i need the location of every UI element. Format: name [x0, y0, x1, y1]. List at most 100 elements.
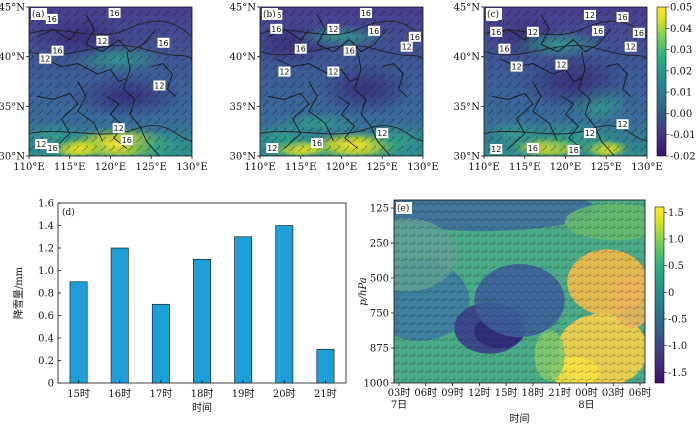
border-line: [45, 58, 127, 82]
y-tick-label: 45°N: [454, 3, 481, 14]
contour-label-box: [400, 41, 413, 52]
contour-label-box: [359, 7, 372, 18]
contour-label: 16: [312, 139, 322, 148]
contour-label-box: [46, 143, 59, 154]
bar: [69, 281, 88, 384]
contour-label: 16: [109, 9, 119, 18]
contour-line: [29, 125, 192, 142]
x-sub-label: 7日: [391, 400, 407, 411]
border-line: [354, 51, 391, 156]
contour-label-box: [294, 43, 307, 54]
contour-line: [484, 45, 647, 60]
contour-label: 12: [585, 129, 595, 138]
contour-line: [29, 20, 192, 38]
contour-label-box: [157, 37, 170, 48]
contour-label: 16: [158, 39, 168, 48]
x-tick-label: 20时: [273, 388, 296, 400]
contour-label-box: [555, 59, 568, 70]
contour-label-box: [266, 143, 279, 154]
contour-label-box: [278, 66, 291, 77]
contour-label-box: [108, 7, 121, 18]
panel-tag-box: [262, 8, 278, 20]
contour-label: 16: [593, 27, 603, 36]
contour-label-box: [526, 26, 539, 37]
panel-label-a: (a): [32, 9, 44, 20]
contour-label-box: [592, 25, 605, 36]
bar-chart-d: 0 0.2 0.4 0.6 0.8 1.0 1.2 1.4 1.6 15时 16时 17时 18时 19时…: [12, 199, 347, 414]
x-tick-label: 18时: [522, 387, 545, 399]
x-tick-label: 21时: [314, 388, 337, 400]
border-line: [37, 92, 79, 149]
contour-label-box: [120, 135, 133, 146]
contour-label: 16: [271, 25, 281, 34]
y-tick-label: 0.8: [38, 289, 54, 300]
x-tick-label: 120°E: [326, 162, 357, 173]
contour-label: 16: [122, 136, 132, 145]
bar: [316, 348, 335, 384]
y-tick-label: 30°N: [454, 152, 481, 163]
contour-label: 16: [491, 28, 501, 37]
colorbar-top: 0.05 0.04 0.03 0.02 0.01 0.00 -0.01 -0.02: [656, 3, 696, 163]
contour-label: 12: [36, 140, 46, 149]
contour-line: [260, 125, 423, 142]
bar: [151, 303, 170, 384]
y-tick-label: 35°N: [230, 102, 257, 113]
panel-label-d: (d): [62, 207, 75, 218]
colorbar-tick-label: 0.00: [670, 109, 692, 120]
contour-label-box: [368, 25, 381, 36]
y-tick-label: 35°N: [0, 102, 25, 113]
contour-label-box: [343, 45, 356, 56]
contour-label: 12: [512, 63, 522, 72]
border-line: [561, 96, 583, 149]
x-tick-label: 15时: [495, 387, 518, 399]
wind-barbs: [394, 200, 645, 383]
contour-label-box: [624, 41, 637, 52]
border-line: [382, 63, 407, 97]
border-line: [532, 81, 558, 142]
x-tick-label: 115°E: [285, 162, 316, 173]
y-tick-label: 45°N: [0, 3, 25, 14]
border-line: [578, 51, 615, 156]
contour-label: 16: [48, 144, 58, 153]
x-tick-label: 03时: [388, 387, 411, 399]
y-tick-label: 1.4: [38, 221, 54, 232]
contour-label: 12: [528, 28, 538, 37]
colorbar-tick-label: 1.0: [668, 235, 684, 246]
colorbar-tick-label: 0.5: [668, 261, 684, 272]
y-tick-label: 1.6: [38, 199, 54, 210]
y-tick-label: 1000: [364, 379, 389, 390]
contour-label-box: [39, 53, 52, 64]
x-tick-label: 09时: [441, 387, 464, 399]
x-tick-label: 125°E: [136, 162, 167, 173]
bar: [110, 247, 129, 384]
x-tick-label: 19时: [232, 388, 255, 400]
y-tick-label: 40°N: [454, 52, 481, 63]
x-tick-label: 16时: [108, 388, 131, 400]
contour-label: 12: [617, 120, 627, 129]
colorbar-e: 1.5 1.0 0.5 0 -0.5 -1.0 -1.5: [654, 206, 687, 384]
x-tick-label: 110°E: [13, 162, 44, 173]
x-tick-label: 17时: [149, 388, 172, 400]
contour-line: [260, 45, 423, 60]
y-tick-label: 1.2: [38, 244, 54, 255]
contour-label: 16: [361, 9, 371, 18]
x-tick-label: 12时: [468, 387, 491, 399]
contour-label: 16: [499, 45, 509, 54]
x-tick-label: 06时: [414, 387, 437, 399]
contour-label: 12: [279, 68, 289, 77]
contour-line: [260, 20, 423, 38]
y-axis-title: 降雪量/mm: [12, 266, 25, 319]
contour-label: 12: [97, 37, 107, 46]
x-tick-label: 130°E: [631, 162, 662, 173]
x-tick-label: 110°E: [468, 162, 499, 173]
colorbar-tick-label: 0.03: [670, 45, 692, 56]
contour-label-box: [35, 139, 48, 150]
y-tick-label: 30°N: [230, 152, 257, 163]
contour-label-box: [498, 43, 511, 54]
y-tick-label: 125: [370, 204, 389, 215]
border-line: [151, 63, 176, 97]
x-tick-label: 120°E: [550, 162, 581, 173]
y-tick-label: 1.0: [38, 266, 54, 277]
x-tick-label: 115°E: [54, 162, 85, 173]
